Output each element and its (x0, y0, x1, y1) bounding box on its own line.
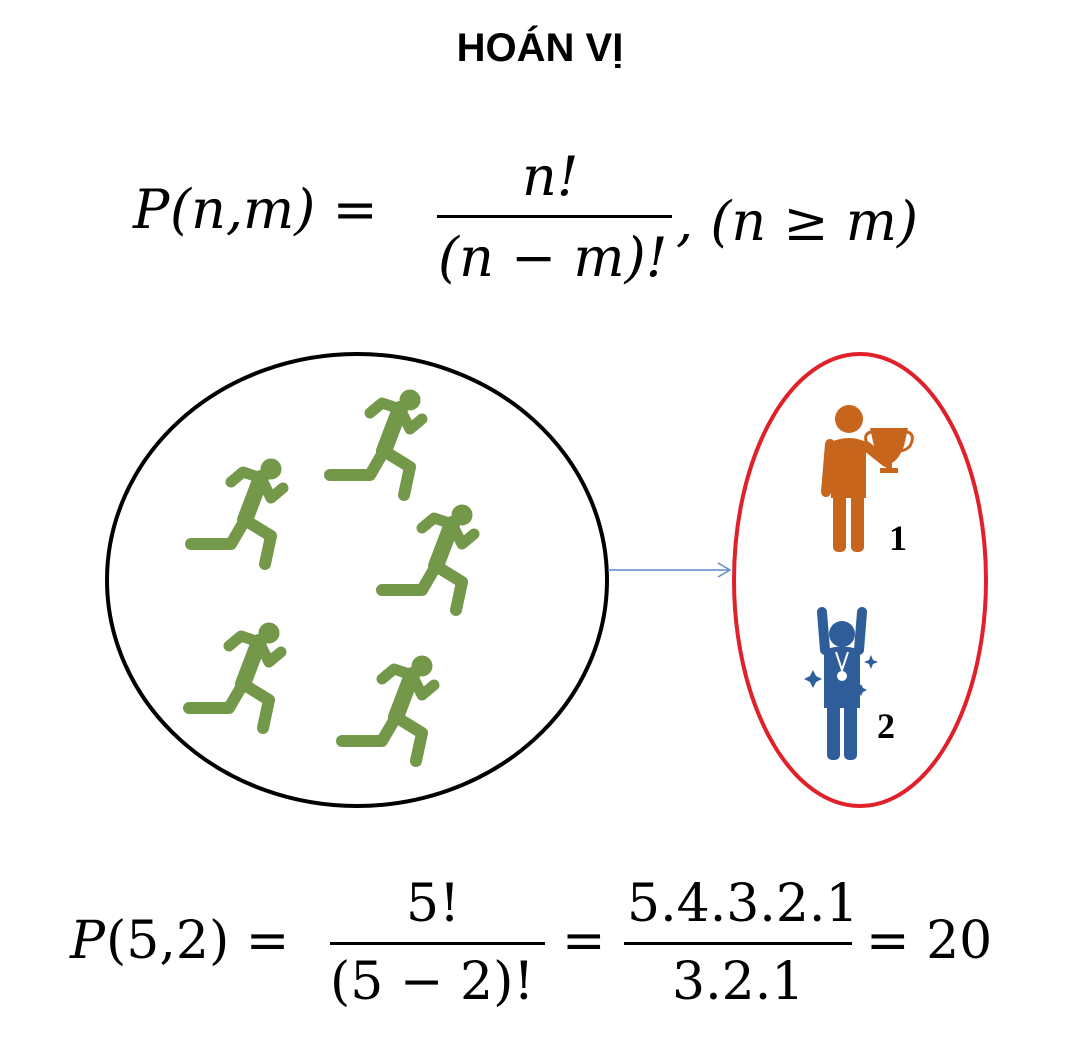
example-result: = 20 (866, 911, 993, 971)
winner-rank-2: 2 (877, 706, 895, 746)
formula-letter: P (133, 178, 170, 241)
winner-rank-1: 1 (889, 518, 907, 558)
formula-numerator: n! (522, 145, 579, 208)
example-fraction-bar (330, 942, 545, 945)
selection-oval (732, 352, 988, 808)
formula-lhs: (n,m) = (170, 178, 378, 241)
page-title: HOÁN VỊ (456, 26, 624, 70)
pool-circle (105, 352, 609, 808)
runner-icon (189, 623, 281, 728)
medal-winner-icon (804, 607, 878, 760)
formula-condition: , (n ≥ m) (676, 190, 919, 253)
formula-fraction-bar (437, 215, 672, 218)
formula-denominator: (n − m)! (438, 226, 668, 289)
runner-icon (191, 459, 283, 564)
example-lhs: (5,2) = (106, 911, 290, 971)
example-denominator2: 3.2.1 (672, 952, 805, 1012)
example-equals: = (562, 911, 606, 971)
example-letter: P (70, 911, 105, 971)
example-denominator: (5 − 2)! (330, 952, 535, 1012)
example-numerator2: 5.4.3.2.1 (627, 874, 859, 934)
runner-icon (342, 656, 434, 761)
runner-icon (382, 505, 474, 610)
example-numerator: 5! (406, 874, 460, 934)
example-fraction-bar-2 (624, 942, 852, 945)
trophy-winner-icon (821, 405, 914, 552)
arrow-head (717, 562, 732, 578)
runner-icon (330, 390, 422, 495)
